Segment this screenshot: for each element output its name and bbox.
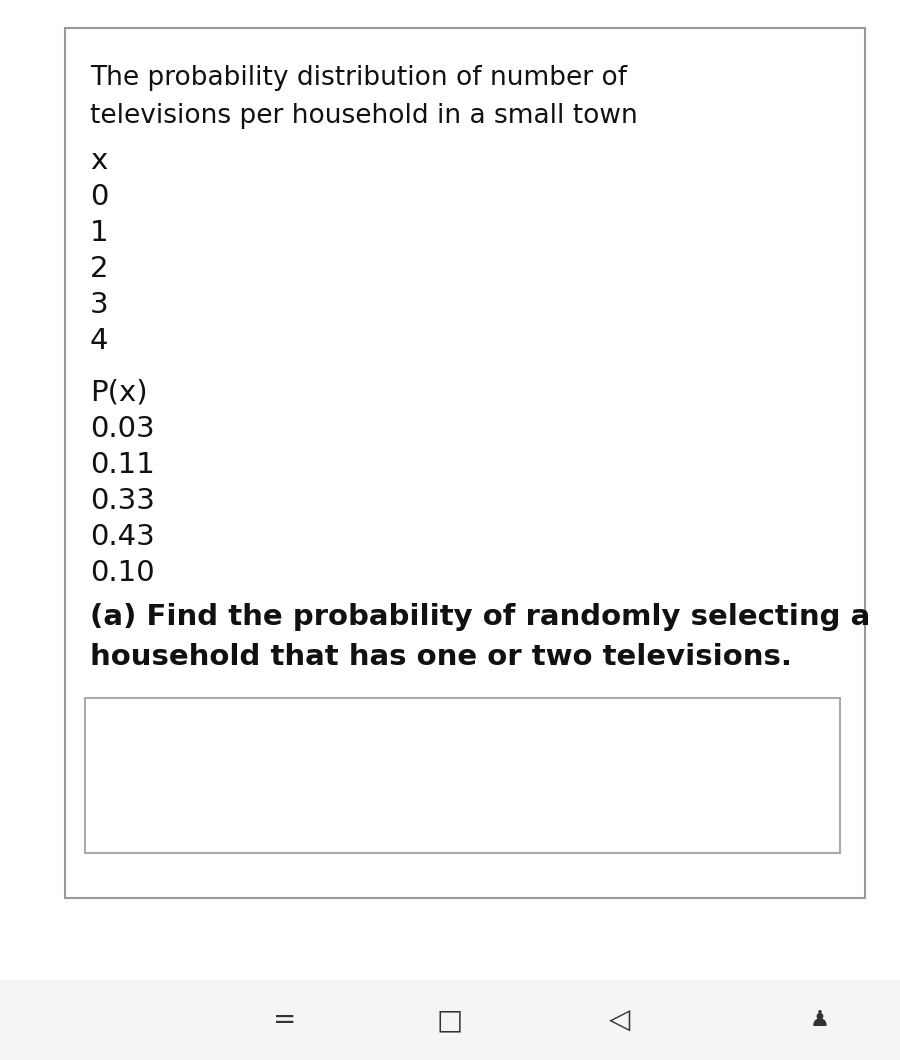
Text: household that has one or two televisions.: household that has one or two television… bbox=[90, 643, 792, 671]
Text: ◁: ◁ bbox=[609, 1006, 631, 1034]
Text: 0.03: 0.03 bbox=[90, 416, 155, 443]
Bar bbox=[0, 980, 900, 1060]
Text: The probability distribution of number of: The probability distribution of number o… bbox=[90, 65, 627, 91]
Text: 0: 0 bbox=[90, 183, 108, 211]
Text: =: = bbox=[274, 1006, 297, 1034]
Text: televisions per household in a small town: televisions per household in a small tow… bbox=[90, 103, 638, 129]
Text: 0.33: 0.33 bbox=[90, 487, 155, 515]
Text: 0.10: 0.10 bbox=[90, 559, 155, 587]
Text: (a) Find the probability of randomly selecting a: (a) Find the probability of randomly sel… bbox=[90, 603, 870, 631]
Text: 1: 1 bbox=[90, 219, 109, 247]
Text: 2: 2 bbox=[90, 255, 109, 283]
Text: ♟: ♟ bbox=[810, 1010, 830, 1030]
Bar bbox=[85, 697, 840, 853]
Text: □: □ bbox=[436, 1006, 464, 1034]
Text: 3: 3 bbox=[90, 292, 109, 319]
Text: 0.11: 0.11 bbox=[90, 450, 155, 479]
Text: 4: 4 bbox=[90, 326, 109, 355]
Text: P(x): P(x) bbox=[90, 379, 148, 407]
Text: 0.43: 0.43 bbox=[90, 523, 155, 551]
Text: x: x bbox=[90, 147, 107, 175]
Bar bbox=[65, 28, 865, 898]
